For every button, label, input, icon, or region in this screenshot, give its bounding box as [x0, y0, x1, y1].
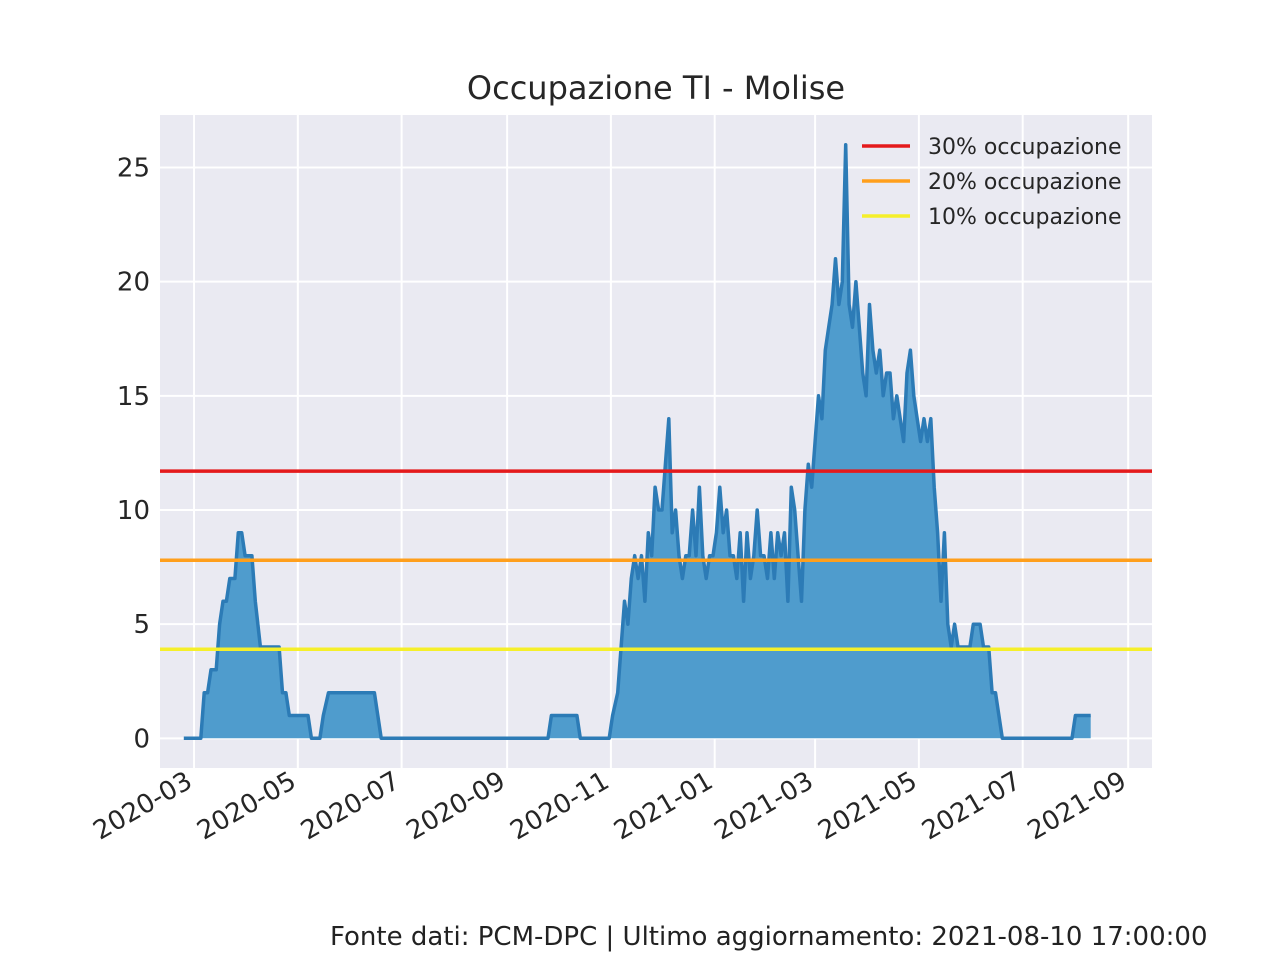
data-area	[183, 142, 1091, 741]
chart-title: Occupazione TI - Molise	[467, 69, 845, 107]
x-tick-label: 2020-09	[402, 766, 511, 846]
y-axis-ticks: 0 5 10 15 20 25	[117, 154, 150, 755]
x-tick-label: 2021-09	[1023, 766, 1132, 846]
threshold-lines	[160, 469, 1152, 652]
x-tick-label: 2021-07	[917, 766, 1026, 846]
x-tick-label: 2021-03	[710, 766, 819, 846]
footer-source: Fonte dati: PCM-DPC | Ultimo aggiornamen…	[330, 922, 1208, 952]
x-tick-label: 2020-05	[192, 766, 301, 846]
y-tick-label: 0	[133, 724, 150, 754]
y-tick-label: 25	[117, 154, 150, 184]
x-tick-label: 2020-07	[296, 766, 405, 846]
y-tick-label: 20	[117, 268, 150, 298]
y-tick-label: 15	[117, 382, 150, 412]
x-tick-label: 2020-03	[88, 766, 197, 846]
x-tick-label: 2020-11	[505, 766, 614, 846]
legend-label: 30% occupazione	[928, 135, 1122, 160]
x-tick-label: 2021-01	[609, 766, 718, 846]
y-tick-label: 10	[117, 496, 150, 526]
legend: 30% occupazione 20% occupazione 10% occupa…	[862, 135, 1122, 230]
series-line	[183, 142, 1091, 741]
legend-label: 10% occupazione	[928, 205, 1122, 230]
x-axis-ticks: 2020-032020-052020-072020-092020-112021-…	[88, 766, 1131, 846]
x-tick-label: 2021-05	[813, 766, 922, 846]
series-area-fill	[183, 144, 1091, 739]
y-tick-label: 5	[133, 610, 150, 640]
legend-label: 20% occupazione	[928, 170, 1122, 195]
